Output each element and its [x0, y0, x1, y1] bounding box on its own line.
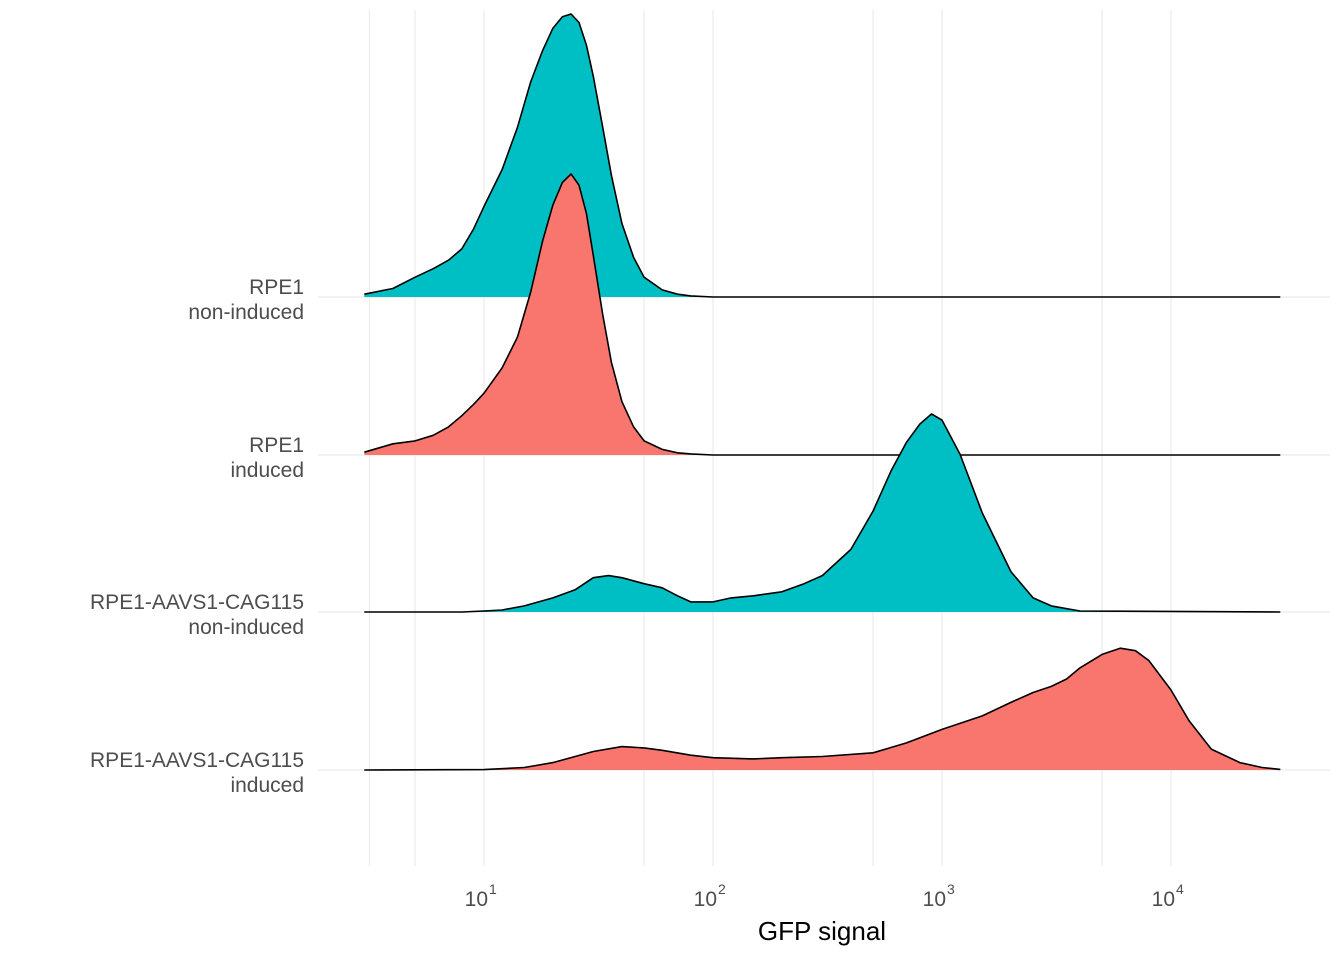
x-tick-labels: 10 1 10 2 10 3 10 4 [465, 881, 1184, 911]
x-tick-exponent: 4 [1176, 881, 1184, 897]
ridge-outline [364, 173, 1281, 456]
x-tick-base: 10 [465, 888, 488, 911]
x-tick-label: 10 2 [694, 881, 726, 911]
ridge-outline [364, 413, 1281, 613]
x-tick-label: 10 3 [923, 881, 955, 911]
y-tick-label-line1: RPE1 [249, 276, 304, 299]
x-tick-exponent: 1 [489, 881, 497, 897]
ridge-outline [364, 647, 1281, 771]
x-tick-base: 10 [694, 888, 717, 911]
y-tick-label-line2: non-induced [188, 301, 304, 324]
y-tick-label-line1: RPE1-AAVS1-CAG115 [90, 749, 304, 772]
ridge-fill [364, 174, 1281, 455]
y-tick-label-line1: RPE1 [249, 434, 304, 457]
ridge-fill [364, 14, 1281, 297]
y-tick-label-line2: induced [230, 459, 304, 482]
x-axis-title: GFP signal [758, 916, 886, 946]
ridge-1 [364, 13, 1281, 298]
x-tick-label: 10 4 [1152, 881, 1184, 911]
x-tick-exponent: 3 [947, 881, 955, 897]
ridge-4 [364, 647, 1281, 771]
ridge-outline [364, 13, 1281, 298]
x-tick-exponent: 2 [718, 881, 726, 897]
x-tick-label: 10 1 [465, 881, 497, 911]
y-tick-labels: RPE1non-inducedRPE1inducedRPE1-AAVS1-CAG… [90, 276, 304, 797]
x-tick-base: 10 [1152, 888, 1175, 911]
y-tick-label-line2: induced [230, 774, 304, 797]
ridge-2 [364, 173, 1281, 456]
ridges-layer [364, 13, 1281, 771]
y-tick-label-line2: non-induced [188, 616, 304, 639]
x-tick-base: 10 [923, 888, 946, 911]
ridge-3 [364, 413, 1281, 613]
y-tick-label-line1: RPE1-AAVS1-CAG115 [90, 591, 304, 614]
ridge-fill [364, 648, 1281, 770]
